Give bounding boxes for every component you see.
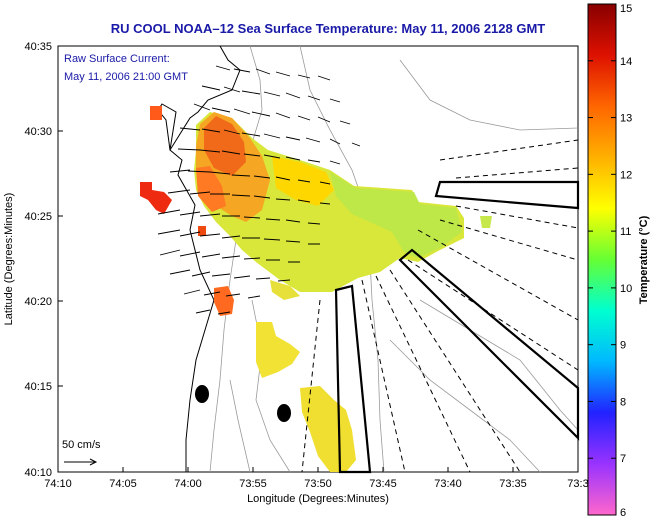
current-legend-line2: May 11, 2006 21:00 GMT: [64, 71, 188, 83]
scale-label: 50 cm/s: [62, 439, 101, 451]
y-tick-label: 40:20: [24, 296, 52, 308]
sst-patches: [140, 106, 492, 472]
bay-inlet: [157, 103, 177, 151]
colorbar-ticks: 15 14 13 12 11 10 9 8 7 6: [588, 3, 632, 519]
surface-current-vectors: [157, 65, 361, 315]
x-tick-label: 73:3: [567, 478, 588, 490]
x-tick-labels: 74:10 74:05 74:00 73:55 73:50 73:45 73:4…: [44, 478, 588, 490]
colorbar-tick-label: 15: [620, 3, 632, 15]
x-tick-label: 74:10: [44, 478, 72, 490]
y-tick-label: 40:10: [24, 467, 52, 479]
marker-ellipse: [195, 385, 209, 403]
traffic-lane-outlines: [334, 180, 580, 474]
x-tick-label: 74:05: [109, 478, 137, 490]
y-tick-label: 40:15: [24, 381, 52, 393]
y-axis-ticks: [58, 45, 63, 473]
colorbar-tick-label: 14: [620, 56, 632, 68]
marker-ellipse: [277, 404, 291, 422]
colorbar-tick-label: 11: [620, 226, 631, 238]
colorbar-tick-label: 12: [620, 169, 632, 181]
x-tick-label: 73:45: [369, 478, 397, 490]
colorbar-tick-label: 7: [620, 453, 626, 465]
southeast-lane: [398, 248, 580, 441]
coastline: [169, 45, 241, 472]
x-tick-label: 73:50: [304, 478, 332, 490]
x-axis-ticks: [57, 467, 579, 472]
y-tick-label: 40:35: [24, 41, 52, 53]
colorbar-scale: [587, 3, 617, 516]
x-axis-title: Longitude (Degrees:Minutes): [247, 493, 389, 505]
y-axis-title: Latitude (Degrees:Minutes): [3, 193, 15, 326]
current-legend-line1: Raw Surface Current:: [64, 53, 170, 65]
x-tick-label: 73:55: [239, 478, 267, 490]
y-tick-labels: 40:35 40:30 40:25 40:20 40:15 40:10: [24, 41, 52, 479]
colorbar: 15 14 13 12 11 10 9 8 7 6 Temperature (°C): [587, 3, 650, 519]
y-tick-label: 40:25: [24, 211, 52, 223]
colorbar-title: Temperature (°C): [638, 215, 650, 304]
figure-title: RU COOL NOAA–12 Sea Surface Temperature:…: [111, 21, 546, 36]
map-panel: Raw Surface Current: May 11, 2006 21:00 …: [57, 45, 580, 474]
east-lane: [434, 180, 580, 210]
colorbar-tick-label: 9: [620, 340, 626, 352]
colorbar-tick-label: 8: [620, 396, 626, 408]
colorbar-tick-label: 10: [620, 283, 632, 295]
scale-arrow: [64, 458, 98, 466]
x-tick-label: 73:35: [499, 478, 527, 490]
x-tick-label: 74:00: [174, 478, 202, 490]
dashed-sector-lines: [301, 139, 579, 473]
colorbar-tick-label: 13: [620, 113, 632, 125]
x-tick-label: 73:40: [434, 478, 462, 490]
colorbar-tick-label: 6: [620, 507, 626, 519]
south-lane: [334, 284, 372, 474]
y-tick-label: 40:30: [24, 126, 52, 138]
